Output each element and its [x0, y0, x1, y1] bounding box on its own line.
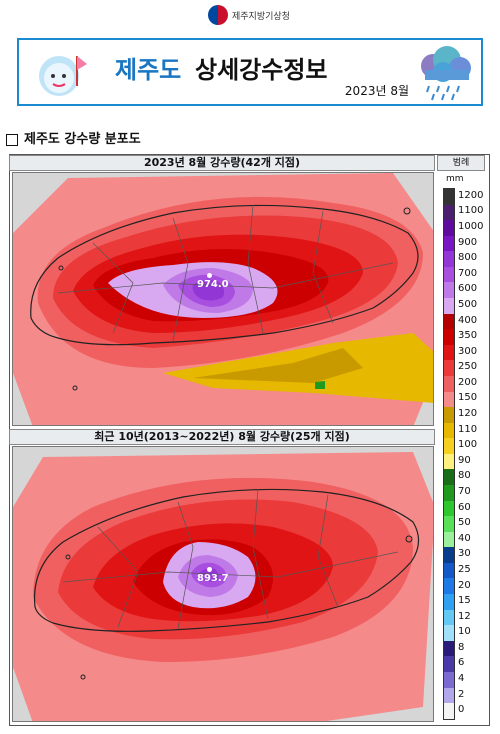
legend-swatch [444, 375, 454, 392]
map1-title: 2023년 8월 강수량(42개 지점) [9, 155, 435, 171]
map2-max-point [207, 567, 212, 572]
legend-label: 1200 [458, 189, 484, 201]
legend-label: 15 [458, 595, 471, 607]
legend-swatch [444, 313, 454, 330]
legend-swatch [444, 282, 454, 299]
report-date: 2023년 8월 [344, 84, 409, 98]
legend-swatch [444, 469, 454, 485]
legend-label: 50 [458, 517, 471, 529]
legend-swatch [444, 656, 454, 672]
legend-label: 70 [458, 485, 471, 497]
map2-contours [13, 452, 433, 721]
legend-label: 110 [458, 423, 478, 435]
legend-swatch [444, 360, 454, 376]
legend-swatch [444, 407, 454, 423]
legend-label: 800 [458, 252, 478, 264]
legend-label: 200 [458, 376, 478, 388]
map2-max-label: 893.7 [197, 573, 229, 584]
legend-swatch [444, 329, 454, 345]
legend-swatch [444, 391, 454, 408]
legend-swatch [444, 562, 454, 579]
map1-max-label: 974.0 [197, 279, 229, 290]
legend-ticks: 1200 1100 1000 900 800 700 600 500 400 350 300 250 2… [458, 188, 488, 720]
legend-unit: mm [446, 174, 464, 184]
legend-label: 10 [458, 626, 471, 638]
government-emblem-icon [208, 5, 228, 25]
raindrop-mascot-icon [39, 56, 87, 96]
legend-swatch [444, 516, 454, 532]
legend-swatch [444, 640, 454, 657]
legend-label: 0 [458, 704, 465, 716]
legend-label: 250 [458, 361, 478, 373]
legend-label: 400 [458, 314, 478, 326]
page-title: 상세강수정보 [195, 56, 328, 84]
section-title-text: 제주도 강수량 분포도 [24, 132, 141, 147]
map2-rainfall-map: 893.7 [12, 446, 434, 722]
title-banner: 제주도 상세강수정보 2023년 8월 [17, 38, 483, 106]
legend-label: 25 [458, 563, 471, 575]
legend-label: 350 [458, 330, 478, 342]
legend-label: 12 [458, 610, 471, 622]
legend-label: 600 [458, 283, 478, 295]
legend-label: 90 [458, 454, 471, 466]
legend-label: 1100 [458, 205, 484, 217]
legend-label: 120 [458, 408, 478, 420]
legend-label: 2 [458, 688, 465, 700]
rain-cloud-icon [421, 46, 471, 101]
legend-swatch [444, 344, 454, 361]
legend-color-bar [443, 188, 455, 720]
legend-swatch [444, 484, 454, 501]
legend-swatch [444, 609, 454, 626]
legend-swatch [444, 687, 454, 704]
title-region: 제주도 [115, 56, 182, 84]
legend-swatch [444, 703, 454, 719]
legend-swatch [444, 453, 454, 470]
legend-swatch [444, 266, 454, 283]
legend-swatch [444, 531, 454, 548]
legend-swatch [444, 220, 454, 236]
legend-label: 300 [458, 345, 478, 357]
legend-swatch [444, 422, 454, 439]
map1-rainfall-map: 974.0 [12, 172, 434, 426]
square-bullet-icon [6, 133, 18, 146]
legend-label: 500 [458, 298, 478, 310]
legend-label: 6 [458, 657, 465, 669]
map2-title: 최근 10년(2013~2022년) 8월 강수량(25개 지점) [9, 429, 435, 445]
legend-swatch [444, 500, 454, 517]
legend-label: 4 [458, 673, 465, 685]
legend-swatch [444, 594, 454, 610]
map1-contours [13, 173, 433, 425]
org-name: 제주지방기상청 [232, 11, 290, 22]
legend-swatch [444, 298, 454, 314]
legend-label: 700 [458, 267, 478, 279]
legend-label: 40 [458, 532, 471, 544]
legend-label: 30 [458, 548, 471, 560]
legend-label: 1000 [458, 220, 484, 232]
map1-max-point [207, 273, 212, 278]
legend-label: 900 [458, 236, 478, 248]
legend-swatch [444, 625, 454, 641]
legend-swatch [444, 438, 454, 454]
legend-label: 100 [458, 439, 478, 451]
legend-swatch [444, 547, 454, 563]
legend-swatch [444, 235, 454, 252]
legend-label: 20 [458, 579, 471, 591]
legend-title: 범례 [437, 155, 485, 171]
legend-swatch [444, 671, 454, 688]
legend-swatch [444, 189, 454, 205]
legend-label: 8 [458, 641, 465, 653]
legend-label: 150 [458, 392, 478, 404]
legend-swatch [444, 578, 454, 595]
legend-swatch [444, 251, 454, 267]
legend-label: 80 [458, 470, 471, 482]
kma-logo: 제주지방기상청 [208, 2, 308, 28]
section-title: 제주도 강수량 분포도 [6, 128, 141, 147]
legend-label: 60 [458, 501, 471, 513]
legend-swatch [444, 204, 454, 221]
